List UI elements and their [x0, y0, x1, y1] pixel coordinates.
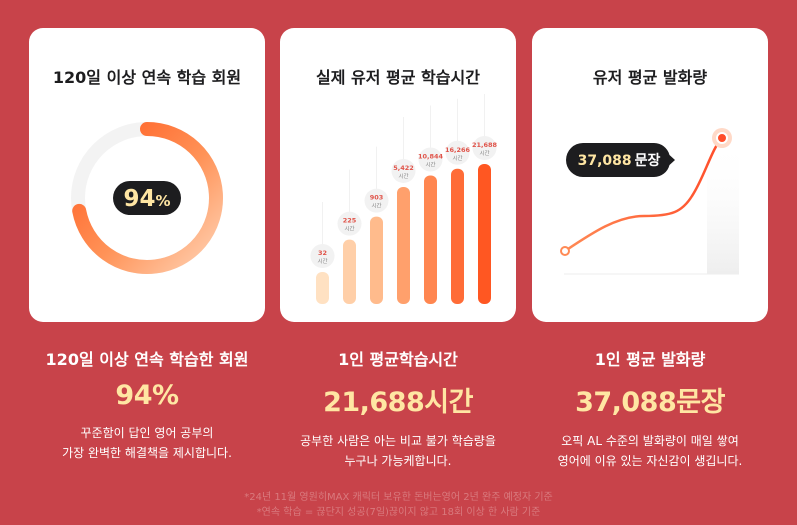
bar-unit-label: 시간: [398, 172, 408, 180]
stat-value: 21,688시간: [323, 387, 473, 418]
bar-unit-label: 시간: [479, 149, 489, 157]
card-title: 실제 유저 평균 학습시간: [316, 68, 480, 87]
footnote-2: *연속 학습 = 끊단지 성공(7일)끊이지 않고 18회 이상 한 사람 기준: [256, 507, 541, 518]
stat-description: 오픽 AL 수준의 발화량이 매일 쌓여 영어에 이유 있는 자신감이 생깁니다…: [557, 434, 743, 468]
bar-value-label: 16,266: [445, 146, 471, 154]
growth-line: [564, 137, 723, 253]
stat-streak: 120일 이상 연속 학습한 회원 94% 꾸준함이 답인 영어 공부의 가장 …: [29, 340, 265, 463]
card-study-time: 실제 유저 평균 학습시간 32 시간 225 시간 903 시간 5,422 시간 10,84…: [280, 28, 516, 322]
bar: [316, 272, 329, 304]
stat-heading: 1인 평균 발화량: [594, 350, 706, 369]
bar-label-bubble: [445, 140, 470, 165]
start-point: [560, 246, 570, 256]
card-streak-members: 120일 이상 연속 학습 회원 94%: [29, 28, 265, 322]
study-time-bar-chart: 32시간225시간903시간5,422시간10,844시간16,266시간21,…: [310, 94, 498, 304]
stat-value: 37,088문장: [575, 387, 725, 418]
bar-value-label: 5,422: [393, 164, 414, 172]
bar-unit-label: 시간: [344, 225, 354, 233]
percent-pill: [113, 181, 181, 215]
bar-unit-label: 시간: [452, 154, 462, 162]
stat-heading: 120일 이상 연속 학습한 회원: [45, 350, 249, 369]
bar-value-label: 32: [318, 249, 327, 257]
ring-progress-arc: [72, 122, 223, 274]
highlight-column: [707, 138, 739, 274]
bar-value-label: 10,844: [418, 152, 444, 160]
bar-unit-label: 시간: [371, 202, 381, 210]
bar-unit-label: 시간: [317, 257, 327, 265]
bar-label-bubble: [418, 147, 443, 172]
callout-pill: [566, 143, 675, 177]
stat-study-time: 1인 평균학습시간 21,688시간 공부한 사람은 아는 비교 불가 학습량을…: [280, 340, 516, 471]
bar-unit-label: 시간: [425, 160, 435, 168]
bar-label-bubble: [337, 211, 362, 236]
bar-label-bubble: [364, 188, 389, 213]
speech-line-chart: 37,088 문장: [560, 128, 739, 275]
bar: [397, 186, 410, 304]
bar-value-label: 903: [370, 194, 384, 202]
bar-label-bubble: [472, 136, 497, 160]
stat-speech: 1인 평균 발화량 37,088문장 오픽 AL 수준의 발화량이 매일 쌓여 …: [532, 340, 768, 471]
bar-label-bubble: [310, 244, 335, 268]
bar-value-label: 225: [343, 217, 357, 225]
card-title: 120일 이상 연속 학습 회원: [52, 68, 242, 87]
progress-ring: 94%: [71, 122, 223, 274]
stat-heading: 1인 평균학습시간: [338, 350, 458, 369]
card-title: 유저 평균 발화량: [592, 68, 708, 87]
footnote-1: *24년 11월 영원히MAX 캐릭터 보유한 돈버는영어 2년 완주 예정자 …: [244, 492, 553, 503]
bar-label-bubble: [391, 158, 416, 183]
card-speech-volume: 유저 평균 발화량 37,088 문장: [532, 28, 768, 322]
bar: [451, 168, 464, 304]
end-point: [716, 132, 728, 144]
stat-description: 공부한 사람은 아는 비교 불가 학습량을 누구나 가능케합니다.: [300, 434, 496, 468]
bar: [478, 164, 491, 304]
stat-description: 꾸준함이 답인 영어 공부의 가장 완벽한 해결책을 제시합니다.: [62, 426, 232, 460]
bar: [343, 239, 356, 304]
callout-label: 37,088 문장: [578, 152, 661, 169]
stat-value: 94%: [115, 380, 179, 411]
bar-value-label: 21,688: [472, 141, 498, 149]
bar: [370, 216, 383, 304]
bar: [424, 175, 437, 304]
percent-label: 94%: [123, 186, 170, 212]
